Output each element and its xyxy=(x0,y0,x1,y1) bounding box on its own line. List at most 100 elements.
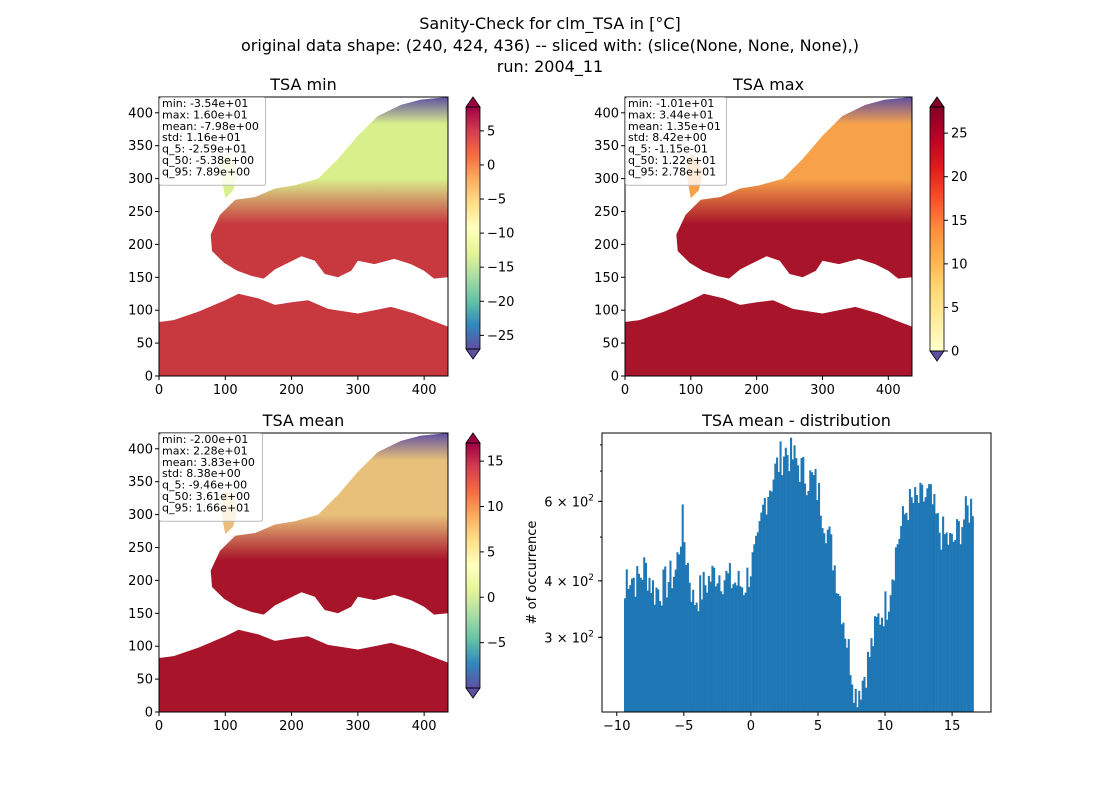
colorbar-tick-label: 15 xyxy=(951,214,968,229)
histogram-bar xyxy=(825,543,828,712)
histogram-bar xyxy=(755,535,758,712)
histogram-bar xyxy=(776,457,779,712)
colorbar-tick-label: 0 xyxy=(951,345,959,360)
stats-line: q_50: 1.22e+01 xyxy=(628,154,716,167)
histogram-bar xyxy=(802,456,805,712)
y-tick-label: 100 xyxy=(128,640,153,655)
histogram-bar xyxy=(894,547,897,712)
histogram-bar xyxy=(706,592,709,712)
histogram-bar xyxy=(837,593,840,712)
histogram-bar xyxy=(954,539,957,712)
y-tick-exponent: 2 xyxy=(588,573,594,583)
stats-line: min: -2.00e+01 xyxy=(162,433,248,446)
histogram-bar xyxy=(664,566,667,712)
x-tick-label: 300 xyxy=(810,383,835,398)
histogram-bar xyxy=(961,527,964,712)
stats-line: q_95: 7.89e+00 xyxy=(162,165,250,178)
y-tick-label: 6 × 102 xyxy=(544,493,594,510)
x-tick-label: 100 xyxy=(213,383,238,398)
histogram-bar xyxy=(704,585,707,712)
histogram-bar xyxy=(690,601,693,712)
x-tick-label: 400 xyxy=(876,383,901,398)
colorbar-tick-label: 15 xyxy=(487,455,504,470)
histogram-bar xyxy=(877,613,880,712)
histogram-bar xyxy=(760,512,763,712)
histogram-bar xyxy=(868,656,871,712)
histogram-bar xyxy=(674,569,677,712)
stats-box xyxy=(159,97,266,186)
histogram-bar xyxy=(831,570,835,712)
histogram-bar xyxy=(676,552,679,712)
histogram-bar xyxy=(660,605,663,712)
colorbar-extend-bottom xyxy=(465,348,481,360)
histogram-bar xyxy=(970,498,973,712)
stats-line: std: 8.42e+00 xyxy=(628,131,707,144)
colorbar-frame xyxy=(465,106,481,350)
histogram-bar xyxy=(915,495,918,712)
histogram-bar xyxy=(685,565,688,712)
y-tick-label: 0 xyxy=(145,706,153,721)
histogram-bar xyxy=(854,688,857,712)
stats-line: mean: -7.98e+00 xyxy=(162,120,259,133)
histogram-bar xyxy=(636,566,639,712)
stats-box xyxy=(159,433,263,522)
histogram-bar xyxy=(800,458,803,712)
y-tick-label: 150 xyxy=(594,271,619,286)
histogram-bar xyxy=(629,585,632,712)
histogram-bar xyxy=(727,573,730,712)
y-tick-label: 50 xyxy=(136,673,153,688)
histogram-bar xyxy=(912,503,915,712)
histogram-bar xyxy=(788,471,791,712)
histogram-bar xyxy=(887,611,890,712)
histogram-bar xyxy=(852,702,856,712)
histogram-bar xyxy=(683,542,686,712)
histogram-bar xyxy=(870,638,873,712)
stats-line: mean: 1.35e+01 xyxy=(628,120,721,133)
histogram-bar xyxy=(632,577,635,712)
histogram-bar xyxy=(639,577,642,712)
stats-line: q_5: -1.15e-01 xyxy=(628,143,708,156)
histogram-bar xyxy=(627,588,630,712)
histogram-bar xyxy=(945,532,948,712)
histogram-bar xyxy=(716,583,719,712)
colorbar-tick-label: 5 xyxy=(487,124,495,139)
y-tick-base: 4 xyxy=(544,575,552,590)
histogram-bar xyxy=(947,544,950,712)
histogram-bar xyxy=(929,484,932,712)
histogram-bar xyxy=(943,534,946,712)
histogram-bar xyxy=(732,584,735,712)
x-tick-label: 0 xyxy=(155,383,163,398)
x-tick-label: 300 xyxy=(345,719,370,734)
histogram-bar xyxy=(964,496,967,712)
stats-line: min: -1.01e+01 xyxy=(628,97,714,110)
histogram-bar xyxy=(720,591,723,712)
panel-title: TSA max xyxy=(732,75,804,94)
y-tick-multiplier: × 10 xyxy=(553,575,589,590)
histogram-bar xyxy=(634,596,637,712)
histogram-bar xyxy=(936,513,939,712)
histogram-bar xyxy=(959,544,962,712)
histogram-bar xyxy=(814,469,817,712)
histogram-bar xyxy=(926,488,929,712)
histogram-bar xyxy=(767,496,770,712)
histogram-bar xyxy=(898,538,901,712)
histogram-bar xyxy=(819,515,822,712)
europe-landmass xyxy=(210,433,448,615)
histogram-bar xyxy=(762,504,765,712)
histogram-bar xyxy=(966,505,969,712)
histogram-bar xyxy=(700,599,703,712)
histogram-bar xyxy=(879,624,882,712)
histogram-bar xyxy=(863,676,866,712)
histogram-bar xyxy=(931,504,934,712)
histogram-bar xyxy=(662,569,665,712)
histogram-bar xyxy=(928,484,931,712)
x-tick-label: 400 xyxy=(412,719,437,734)
histogram-bar xyxy=(809,470,812,712)
histogram-bar xyxy=(919,482,922,712)
histogram-bar xyxy=(838,596,842,712)
x-tick-label: 200 xyxy=(744,383,769,398)
histogram-bar xyxy=(849,675,852,712)
histogram-bar xyxy=(793,445,796,712)
histogram-bar xyxy=(692,589,695,712)
